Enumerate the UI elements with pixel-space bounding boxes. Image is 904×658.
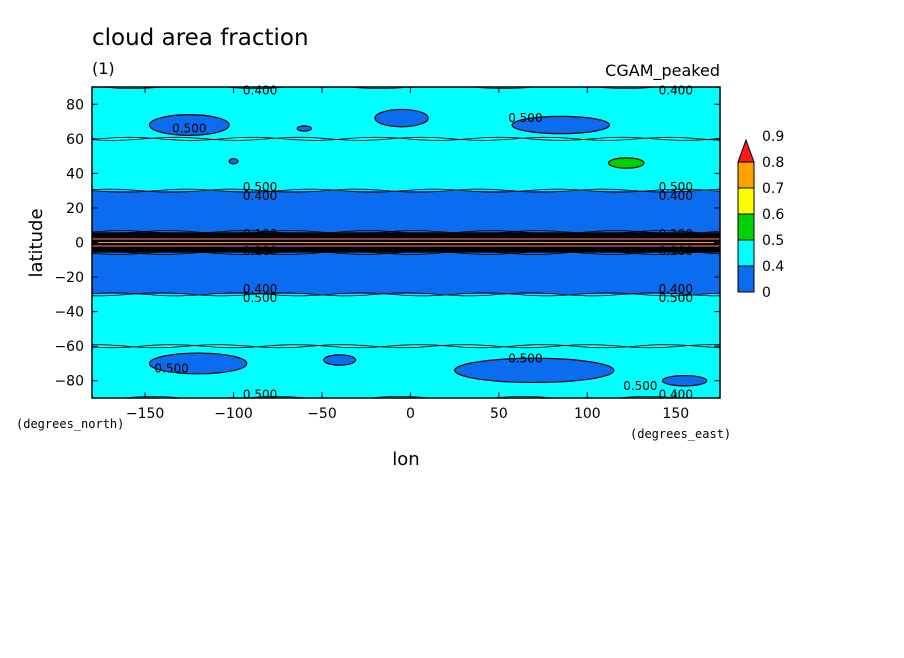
colorbar-label-3: 0.6 bbox=[762, 207, 784, 223]
contour-line-4-0 bbox=[92, 250, 720, 255]
x-tick-label-5: 100 bbox=[574, 406, 601, 422]
patch-1 bbox=[296, 125, 312, 132]
contour-label-8: 0.100 bbox=[243, 227, 277, 241]
patch-2 bbox=[374, 108, 429, 128]
colorbar-label-6: 0.9 bbox=[762, 129, 784, 145]
contour-line-6-1 bbox=[117, 395, 683, 398]
colorbar-swatch-0 bbox=[737, 265, 755, 293]
y-tick-label-8: −80 bbox=[54, 374, 84, 390]
colorbar-label-4: 0.7 bbox=[762, 181, 784, 197]
y-tick-label-0: 80 bbox=[66, 97, 84, 113]
patch-3 bbox=[511, 115, 611, 135]
x-tick-label-2: −50 bbox=[307, 406, 337, 422]
colorbar-label-5: 0.8 bbox=[762, 155, 784, 171]
contour-label-7: 0.400 bbox=[659, 189, 693, 203]
y-unit-label: (degrees_north) bbox=[16, 417, 124, 431]
colorbar-label-0: 0 bbox=[762, 285, 771, 301]
contour-line-2-1 bbox=[92, 230, 720, 235]
contour-label-6: 0.500 bbox=[659, 180, 693, 194]
contour-line-0-1 bbox=[92, 136, 720, 141]
patch-6 bbox=[148, 352, 248, 375]
colorbar: 0 0.4 0.5 0.6 0.7 0.8 0.9 bbox=[737, 129, 784, 301]
contour-line-5-0 bbox=[92, 292, 720, 297]
contour-line-6-0 bbox=[92, 344, 720, 349]
patch-0 bbox=[148, 114, 230, 136]
contour-label-10: 0.100 bbox=[659, 227, 693, 241]
y-tick-label-3: 20 bbox=[66, 201, 84, 217]
subtitle-right: CGAM_peaked bbox=[605, 61, 720, 81]
contour-label-18: 0.500 bbox=[623, 379, 657, 393]
contour-label-16: 0.500 bbox=[154, 362, 188, 376]
contour-label-2: 0.500 bbox=[508, 111, 542, 125]
patch-9 bbox=[661, 374, 708, 387]
y-axis-label: latitude bbox=[26, 208, 47, 277]
y-axis: 80 60 40 20 0 −20 −40 −60 −80 bbox=[54, 97, 720, 390]
subtitle-left: (1) bbox=[92, 59, 115, 78]
y-tick-label-1: 60 bbox=[66, 132, 84, 148]
colorbar-swatch-4 bbox=[737, 161, 755, 189]
contour-label-12: 0.400 bbox=[243, 282, 277, 296]
contour-labels: 0.4000.5000.5000.4000.5000.4000.5000.400… bbox=[154, 83, 693, 401]
x-tick-label-1: −100 bbox=[214, 406, 252, 422]
contour-label-15: 0.500 bbox=[659, 291, 693, 305]
chart-title: cloud area fraction bbox=[92, 25, 309, 51]
contour-label-9: 0.100 bbox=[243, 244, 277, 258]
x-unit-label: (degrees_east) bbox=[630, 427, 731, 441]
x-axis-label: lon bbox=[392, 449, 419, 470]
band-4 bbox=[92, 252, 720, 295]
x-tick-label-4: 50 bbox=[490, 406, 508, 422]
y-tick-label-4: 0 bbox=[75, 236, 84, 252]
contour-label-5: 0.400 bbox=[243, 189, 277, 203]
patch-7 bbox=[323, 354, 357, 366]
x-tick-label-3: 0 bbox=[406, 406, 415, 422]
x-tick-label-6: 150 bbox=[662, 406, 689, 422]
colorbar-swatch-1 bbox=[737, 239, 755, 267]
patch-5 bbox=[607, 157, 645, 169]
band-2 bbox=[92, 190, 720, 233]
y-tick-label-2: 40 bbox=[66, 166, 84, 182]
patch-8 bbox=[454, 357, 615, 384]
patch-4 bbox=[228, 158, 239, 165]
contour-label-17: 0.500 bbox=[508, 351, 542, 365]
contour-line-1-1 bbox=[92, 188, 720, 193]
contour-line-3-0 bbox=[92, 230, 720, 235]
contour-line-1-0 bbox=[92, 136, 720, 141]
contour-line-3-1 bbox=[92, 250, 720, 255]
contour-label-13: 0.500 bbox=[243, 291, 277, 305]
contour-label-0: 0.400 bbox=[243, 83, 277, 97]
contour-label-1: 0.500 bbox=[172, 121, 206, 135]
contour-line-2-0 bbox=[92, 188, 720, 193]
x-tick-label-0: −150 bbox=[126, 406, 164, 422]
contour-label-14: 0.400 bbox=[659, 282, 693, 296]
colorbar-swatch-2 bbox=[737, 213, 755, 241]
y-tick-label-7: −60 bbox=[54, 339, 84, 355]
contour-label-19: 0.500 bbox=[243, 388, 277, 402]
contour-label-11: 0.100 bbox=[659, 244, 693, 258]
colorbar-label-2: 0.5 bbox=[762, 233, 784, 249]
x-axis: −150 −100 −50 0 50 100 150 bbox=[126, 87, 689, 422]
contour-label-4: 0.500 bbox=[243, 180, 277, 194]
colorbar-swatch-3 bbox=[737, 187, 755, 215]
y-tick-label-5: −20 bbox=[54, 270, 84, 286]
plot-area bbox=[92, 87, 720, 398]
colorbar-overflow-arrow bbox=[737, 138, 755, 163]
colorbar-label-1: 0.4 bbox=[762, 259, 784, 275]
band-5 bbox=[92, 294, 720, 347]
y-tick-label-6: −40 bbox=[54, 305, 84, 321]
